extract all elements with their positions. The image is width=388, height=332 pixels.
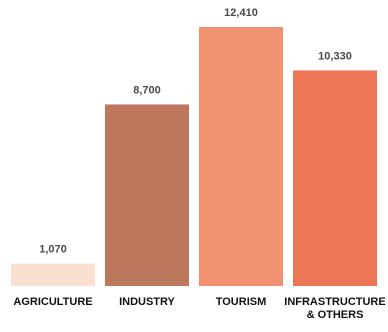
category-label-agriculture: AGRICULTURE — [13, 296, 92, 308]
value-label-tourism: 12,410 — [224, 7, 258, 19]
category-label-infrastructure-and-others: INFRASTRUCTURE & OTHERS — [284, 296, 385, 321]
category-label-line: TOURISM — [216, 296, 267, 308]
bar-infrastructure-and-others — [293, 70, 377, 286]
bar-tourism — [199, 27, 283, 286]
category-labels-group: AGRICULTURE INDUSTRY TOURISM INFRASTRUCTURE… — [13, 296, 385, 321]
category-label-line: INDUSTRY — [119, 296, 175, 308]
category-label-line: AGRICULTURE — [13, 296, 92, 308]
bars-group — [11, 27, 377, 287]
value-labels-group: 1,070 8,700 12,410 10,330 — [39, 7, 352, 256]
category-label-line: & OTHERS — [307, 309, 364, 321]
category-label-tourism: TOURISM — [216, 296, 267, 308]
bar-industry — [105, 104, 189, 287]
value-label-agriculture: 1,070 — [39, 244, 67, 256]
category-label-industry: INDUSTRY — [119, 296, 175, 308]
category-label-line: INFRASTRUCTURE — [284, 296, 385, 308]
value-label-infrastructure-and-others: 10,330 — [318, 50, 352, 62]
bar-agriculture — [11, 263, 95, 286]
value-label-industry: 8,700 — [133, 84, 161, 96]
